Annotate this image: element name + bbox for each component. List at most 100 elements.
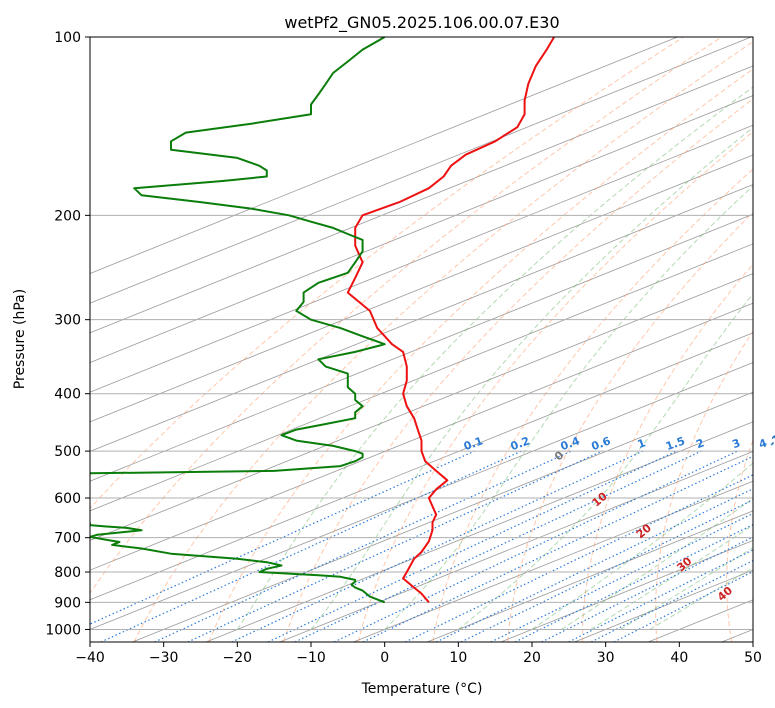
isotherm-line bbox=[90, 362, 753, 630]
x-tick-label: −10 bbox=[296, 650, 326, 666]
isotherm-line bbox=[90, 154, 753, 423]
moist-adiabat bbox=[531, 462, 753, 630]
x-tick-label: 30 bbox=[597, 650, 615, 666]
dry-adiabat bbox=[726, 438, 753, 642]
mixing-ratio-label: 1.5 bbox=[664, 434, 687, 453]
isotherm-line bbox=[427, 510, 753, 642]
y-tick-label: 300 bbox=[54, 313, 81, 329]
isotherm-line bbox=[90, 332, 753, 601]
line-labels: 0.10.20.40.611.52346810131620253036-100-… bbox=[462, 426, 775, 604]
mixing-ratio-line bbox=[436, 488, 753, 642]
dry-adiabat bbox=[581, 263, 753, 642]
mixing-ratio-line bbox=[541, 536, 753, 642]
y-tick-label: 700 bbox=[54, 531, 81, 547]
moist-adiabat bbox=[458, 292, 753, 630]
mixing-ratio-label: 0.2 bbox=[509, 434, 532, 453]
isotherm-line bbox=[206, 421, 753, 642]
temperature-profile bbox=[346, 37, 555, 603]
dry-adiabat bbox=[90, 37, 722, 595]
x-tick-label: 50 bbox=[744, 650, 762, 666]
theta-e-label: 10 bbox=[590, 489, 610, 509]
theta-e-label: 40 bbox=[715, 584, 735, 604]
plot-frame bbox=[89, 36, 754, 643]
mixing-ratio-label: 2 bbox=[694, 436, 706, 451]
dry-adiabat bbox=[90, 37, 684, 510]
y-tick-label: 600 bbox=[54, 491, 81, 507]
mixing-ratio-line bbox=[231, 450, 644, 642]
x-tick-label: 10 bbox=[449, 650, 467, 666]
y-tick-label: 900 bbox=[54, 595, 81, 611]
dry-adiabat bbox=[357, 131, 753, 642]
mixing-ratio-line bbox=[404, 474, 753, 642]
chart-title: wetPf2_GN05.2025.106.00.07.E30 bbox=[284, 13, 559, 33]
mixing-ratio-line bbox=[100, 450, 522, 642]
isotherm-line bbox=[90, 37, 678, 274]
mixing-ratio-line bbox=[590, 559, 753, 642]
moist-adiabat bbox=[649, 567, 753, 630]
profiles bbox=[90, 37, 555, 604]
x-tick-label: 40 bbox=[670, 650, 688, 666]
mixing-ratio-line bbox=[362, 455, 753, 642]
y-tick-label: 500 bbox=[54, 444, 81, 460]
y-tick-label: 200 bbox=[54, 208, 81, 224]
x-axis: −40 −30 −20 −10 0 10 20 30 40 50 bbox=[75, 642, 762, 666]
y-tick-label: 400 bbox=[54, 387, 81, 403]
mixing-ratio-label: 1 bbox=[636, 436, 648, 451]
mixing-ratio-lines bbox=[90, 450, 753, 642]
mixing-ratio-line bbox=[267, 450, 677, 642]
dry-adiabat bbox=[432, 168, 753, 642]
mixing-ratio-line bbox=[514, 524, 753, 642]
isotherm-line bbox=[648, 599, 753, 642]
isotherm-line bbox=[90, 37, 752, 304]
dry-adiabat bbox=[133, 41, 753, 642]
mixing-ratio-label: 0.4 bbox=[559, 434, 582, 453]
x-axis-label: Temperature (°C) bbox=[361, 681, 483, 697]
mixing-ratio-line bbox=[490, 512, 753, 642]
isotherm-line bbox=[132, 391, 753, 642]
y-tick-label: 800 bbox=[54, 565, 81, 581]
isotherm-line bbox=[90, 273, 753, 541]
x-tick-label: −20 bbox=[223, 650, 253, 666]
y-tick-label: 1000 bbox=[45, 622, 81, 638]
mixing-ratio-label: 4 bbox=[757, 436, 769, 451]
isotherm-line bbox=[90, 95, 753, 363]
isotherm-line bbox=[500, 540, 753, 642]
dry-adiabats bbox=[90, 37, 753, 642]
isotherm-line bbox=[90, 124, 753, 393]
isotherm-line bbox=[90, 302, 753, 571]
moist-adiabats bbox=[236, 86, 753, 630]
dry-adiabat bbox=[208, 68, 753, 642]
isotherm-line bbox=[353, 480, 753, 642]
isotherms bbox=[90, 37, 753, 642]
background-lines bbox=[90, 37, 753, 642]
isotherm-line bbox=[90, 243, 753, 512]
isotherm-label: -10 bbox=[766, 426, 775, 449]
dewpoint-profile bbox=[90, 37, 386, 604]
x-tick-label: −40 bbox=[75, 650, 105, 666]
moist-adiabat bbox=[310, 126, 753, 630]
pressure-gridlines bbox=[90, 37, 753, 630]
isotherm-line bbox=[90, 65, 753, 334]
moist-adiabat bbox=[384, 185, 753, 630]
mixing-ratio-line bbox=[154, 450, 572, 642]
dry-adiabat bbox=[283, 98, 753, 642]
mixing-ratio-line bbox=[90, 450, 475, 625]
isotherm-line bbox=[279, 451, 753, 642]
y-axis: 100 200 300 400 500 600 700 800 900 1000 bbox=[45, 30, 90, 638]
isotherm-line bbox=[90, 213, 753, 482]
moist-adiabat bbox=[236, 86, 753, 630]
mixing-ratio-line bbox=[460, 499, 753, 642]
mixing-ratio-label: 0.6 bbox=[590, 434, 613, 453]
isotherm-line bbox=[721, 629, 753, 642]
mixing-ratio-label: 3 bbox=[730, 436, 742, 451]
dry-adiabat bbox=[507, 211, 753, 642]
y-tick-label: 100 bbox=[54, 30, 81, 46]
isotherm-line bbox=[90, 184, 753, 452]
mixing-ratio-line bbox=[613, 570, 753, 642]
x-tick-label: −30 bbox=[149, 650, 179, 666]
mixing-ratio-line bbox=[187, 450, 603, 642]
x-tick-label: 0 bbox=[380, 650, 389, 666]
y-axis-label: Pressure (hPa) bbox=[12, 289, 28, 389]
moist-adiabat bbox=[590, 524, 753, 630]
